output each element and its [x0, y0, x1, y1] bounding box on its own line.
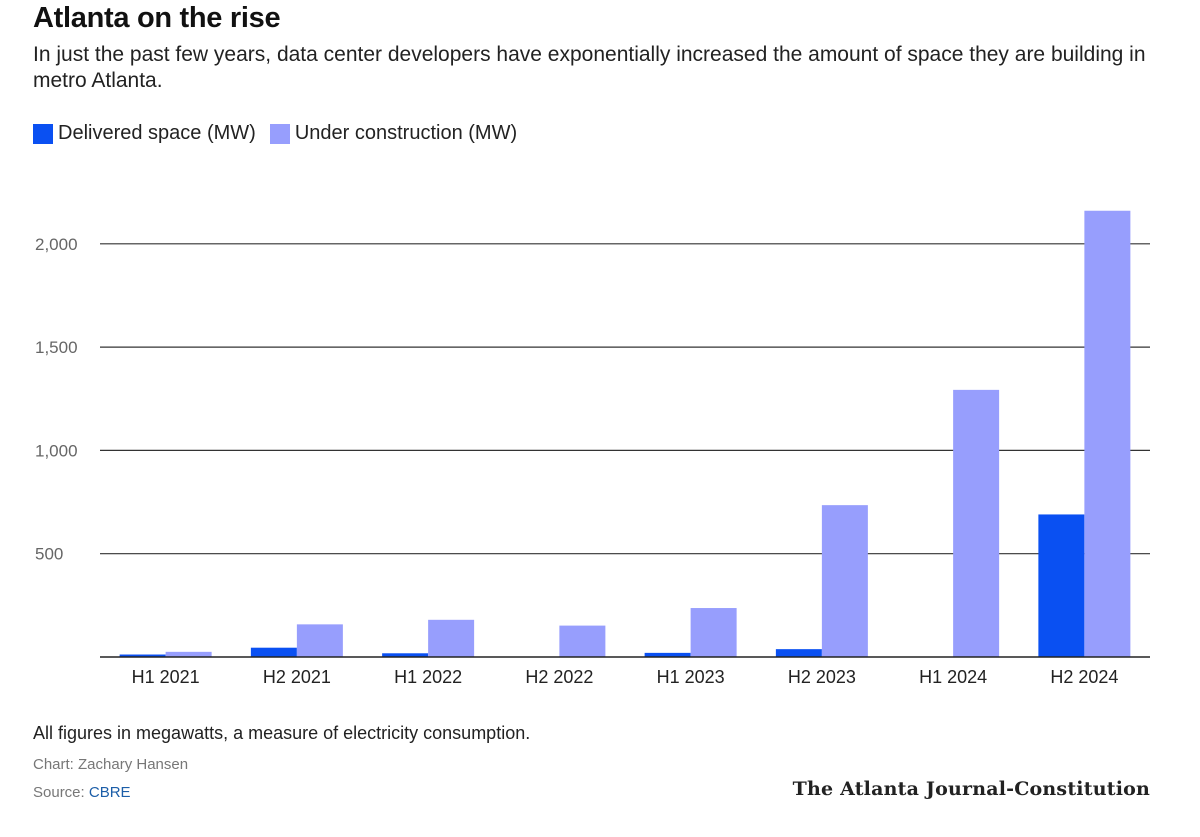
y-tick-label: 1,500: [35, 338, 78, 357]
bar-delivered: [1038, 514, 1085, 657]
bar-under-construction: [428, 619, 475, 657]
y-tick-label: 500: [35, 545, 63, 564]
bar-delivered: [382, 653, 429, 657]
bar-under-construction: [1084, 210, 1131, 657]
y-tick-label: 2,000: [35, 235, 78, 254]
x-tick-label: H2 2022: [525, 667, 593, 687]
source-label: Source:: [33, 784, 85, 801]
bar-under-construction: [690, 608, 737, 657]
chart-title: Atlanta on the rise: [33, 2, 281, 34]
chart-note: All figures in megawatts, a measure of e…: [33, 723, 531, 743]
x-tick-label: H1 2021: [132, 667, 200, 687]
bar-delivered: [775, 649, 822, 657]
bar-under-construction: [296, 624, 343, 657]
bar-delivered: [250, 647, 297, 657]
x-tick-label: H2 2021: [263, 667, 331, 687]
legend-label-delivered: Delivered space (MW): [58, 122, 256, 144]
chart-subtitle: In just the past few years, data center …: [33, 43, 1146, 92]
legend-swatch-delivered: [33, 123, 53, 144]
x-tick-label: H1 2022: [394, 667, 462, 687]
x-tick-label: H1 2024: [919, 667, 987, 687]
bar-under-construction: [821, 505, 868, 657]
chart-legend: Delivered space (MW) Under construction …: [33, 122, 531, 145]
bar-under-construction: [165, 651, 212, 657]
y-tick-label: 1,000: [35, 441, 78, 460]
x-tick-label: H2 2023: [788, 667, 856, 687]
bar-delivered: [644, 652, 691, 657]
bar-under-construction: [953, 389, 1000, 657]
chart-source: Source: CBRE: [33, 784, 131, 801]
legend-item-delivered: Delivered space (MW): [33, 122, 256, 145]
legend-item-under-construction: Under construction (MW): [269, 122, 518, 145]
bar-under-construction: [559, 625, 606, 657]
bar-delivered: [119, 654, 166, 657]
legend-label-under-construction: Under construction (MW): [294, 122, 518, 144]
source-link[interactable]: CBRE: [88, 784, 131, 801]
x-tick-label: H2 2024: [1050, 667, 1118, 687]
legend-swatch-under-construction: [269, 123, 290, 144]
chart-credit: Chart: Zachary Hansen: [33, 756, 189, 773]
x-tick-label: H1 2023: [657, 667, 725, 687]
publisher-logo: The Atlanta Journal-Constitution: [792, 778, 1150, 800]
